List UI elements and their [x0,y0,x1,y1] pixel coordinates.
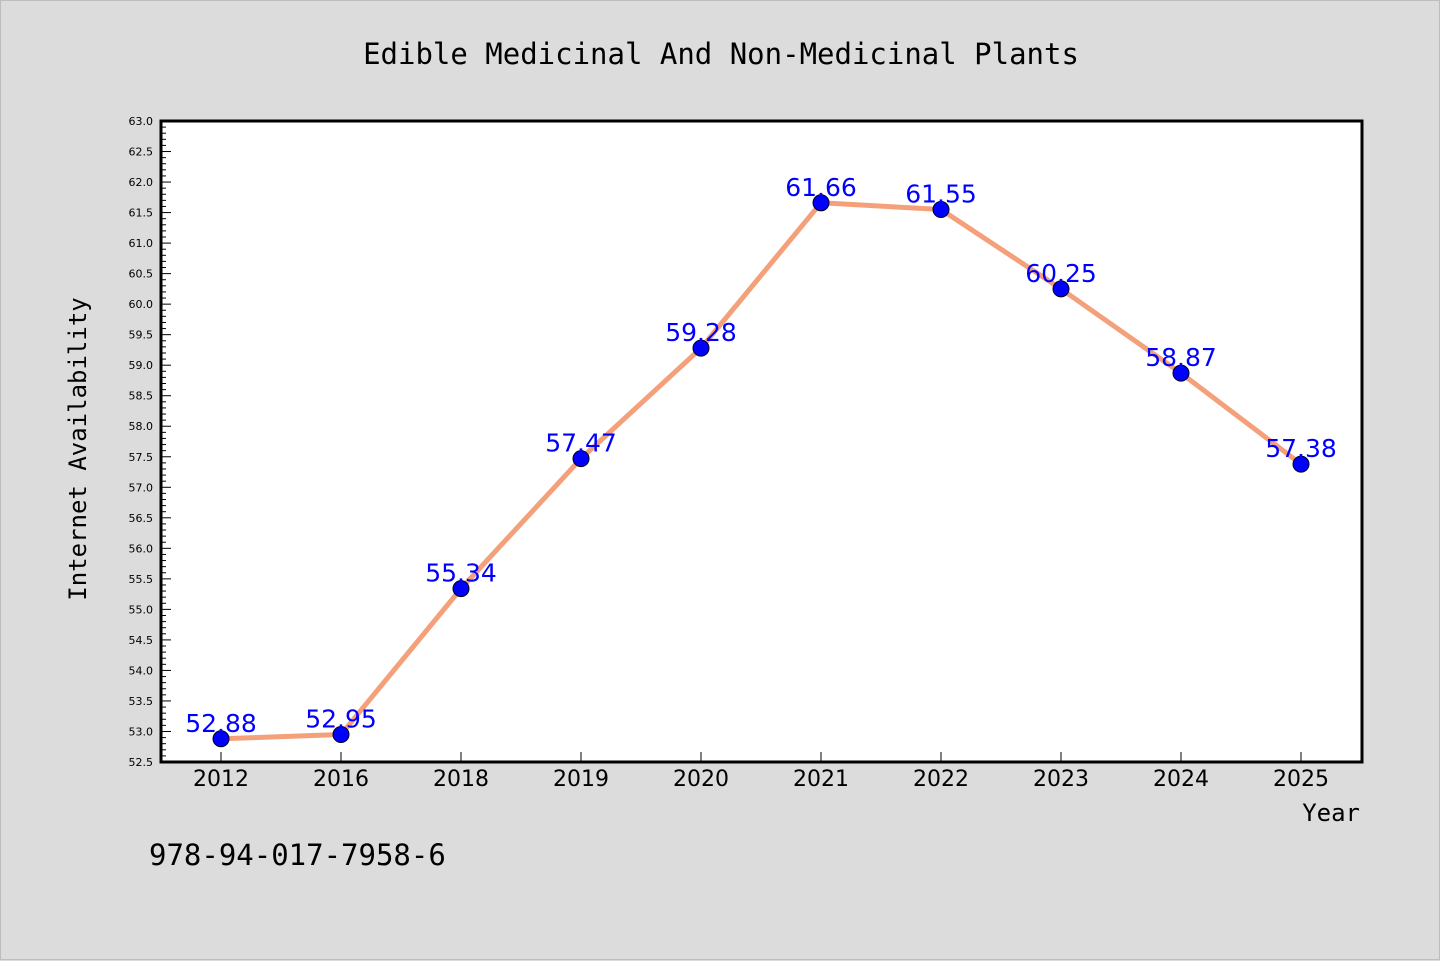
y-tick-label: 57.0 [129,481,154,494]
y-tick-label: 63.0 [129,115,154,128]
y-tick-label: 54.5 [129,634,154,647]
data-label: 59.28 [665,318,737,347]
data-label: 61.55 [905,180,977,209]
data-point [812,194,830,212]
data-point [1172,364,1190,382]
x-axis-label: Year [1302,799,1360,827]
data-point [1292,455,1310,473]
y-tick-label: 56.0 [129,542,154,555]
x-tick-label: 2018 [433,767,489,792]
x-tick-label: 2022 [913,767,969,792]
y-tick-label: 60.5 [129,268,154,281]
y-tick-label: 55.0 [129,603,154,616]
data-label: 57.47 [545,429,617,458]
y-tick-label: 62.5 [129,146,154,159]
plot-area [159,119,1364,764]
x-tick-label: 2025 [1273,767,1329,792]
data-point [572,450,590,468]
data-label: 52.88 [185,709,257,738]
y-tick-label: 55.5 [129,573,154,586]
y-axis: 52.5 53.0 53.5 54.0 54.5 55.0 55.5 56.0 56.5 57.0… [129,115,171,769]
data-point [452,580,470,598]
y-tick-label: 57.5 [129,451,154,464]
series [212,194,1310,748]
x-tick-label: 2023 [1033,767,1089,792]
y-tick-label: 58.5 [129,390,154,403]
y-tick-label: 54.0 [129,664,154,677]
y-tick-label: 52.5 [129,756,154,769]
data-label: 57.38 [1265,434,1337,463]
y-tick-label: 61.0 [129,237,154,250]
y-tick-label: 56.5 [129,512,154,525]
x-tick-label: 2020 [673,767,729,792]
y-tick-label: 60.0 [129,298,154,311]
data-labels: 52.88 52.95 55.34 57.47 59.28 61.66 61.55 60.25… [185,173,1337,738]
x-tick-label: 2012 [193,767,249,792]
x-tick-label: 2024 [1153,767,1209,792]
data-point [1052,280,1070,298]
y-tick-label: 62.0 [129,176,154,189]
series-line [220,200,1303,742]
y-tick-label: 53.0 [129,725,154,738]
y-tick-label: 53.5 [129,695,154,708]
y-tick-label: 61.5 [129,207,154,220]
x-tick-label: 2016 [313,767,369,792]
y-tick-label: 59.0 [129,359,154,372]
y-tick-label: 58.0 [129,420,154,433]
data-label: 61.66 [785,173,857,202]
data-label: 55.34 [425,559,497,588]
data-point [692,339,710,357]
x-tick-label: 2019 [553,767,609,792]
y-axis-label: Internet Availability [64,297,92,600]
x-tick-label: 2021 [793,767,849,792]
data-label: 58.87 [1145,343,1217,372]
data-point [212,730,230,748]
data-point [932,201,950,219]
data-point [332,726,350,744]
y-tick-label: 59.5 [129,329,154,342]
chart-title: Edible Medicinal And Non-Medicinal Plant… [363,37,1079,71]
data-label: 60.25 [1025,259,1097,288]
x-axis: 2012 2016 2018 2019 2020 2021 2022 2023 2024 2025 [193,752,1329,792]
footer-isbn: 978-94-017-7958-6 [149,838,446,872]
data-label: 52.95 [305,705,377,734]
